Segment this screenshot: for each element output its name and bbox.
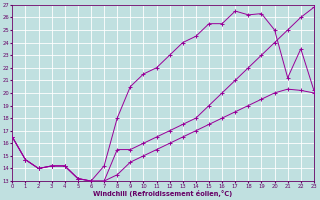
X-axis label: Windchill (Refroidissement éolien,°C): Windchill (Refroidissement éolien,°C) [93, 190, 233, 197]
